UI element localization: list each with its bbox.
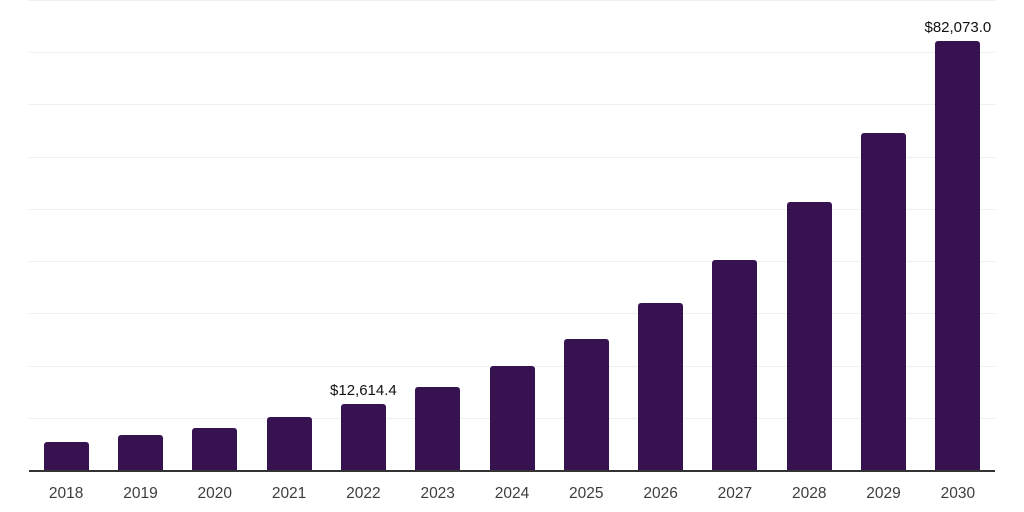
x-axis-label-2019: 2019: [123, 485, 158, 502]
gridline-30000: [29, 313, 995, 315]
x-axis-label-2025: 2025: [569, 485, 604, 502]
bar-value-label-2030: $82,073.0: [924, 19, 992, 37]
bar-2030: [935, 41, 981, 470]
x-axis: 2018 2019 2020 2021 2022 2023 2024 2025 2026 2027…: [29, 485, 995, 505]
x-axis-label-2023: 2023: [420, 485, 455, 502]
bar-2021: [266, 416, 312, 470]
gridline-50000: [29, 208, 995, 210]
bar-2029: [861, 132, 907, 470]
bar-2028: [786, 201, 832, 470]
x-axis-label-2026: 2026: [643, 485, 678, 502]
bar-2025: [563, 338, 609, 470]
x-axis-label-2021: 2021: [271, 485, 307, 502]
x-axis-label-2018: 2018: [48, 485, 84, 502]
bar-2026: [638, 302, 684, 470]
gridline-80000: [29, 52, 995, 54]
x-axis-label-2029: 2029: [866, 485, 901, 502]
bar-2019: [117, 435, 163, 470]
bar-value-label-2022: $12,614.4: [330, 382, 397, 400]
x-axis-label-2024: 2024: [494, 485, 530, 502]
bar-2022: [340, 404, 386, 470]
bar-2020: [192, 427, 238, 470]
x-axis-label-2030: 2030: [940, 485, 976, 502]
plot-area: $12,614.4 $82,073.0: [29, 0, 995, 472]
gridline-70000: [29, 104, 995, 106]
x-axis-label-2020: 2020: [197, 485, 233, 502]
bar-2027: [712, 259, 758, 470]
bar-2023: [415, 386, 461, 470]
x-axis-label-2028: 2028: [791, 485, 827, 502]
gridline-90000: [29, 0, 995, 1]
bar-2024: [489, 366, 535, 470]
gridline-60000: [29, 156, 995, 158]
x-axis-label-2022: 2022: [346, 485, 381, 502]
gridline-20000: [29, 365, 995, 367]
gridline-40000: [29, 261, 995, 263]
x-axis-label-2027: 2027: [717, 485, 753, 502]
bar-2018: [43, 441, 89, 470]
